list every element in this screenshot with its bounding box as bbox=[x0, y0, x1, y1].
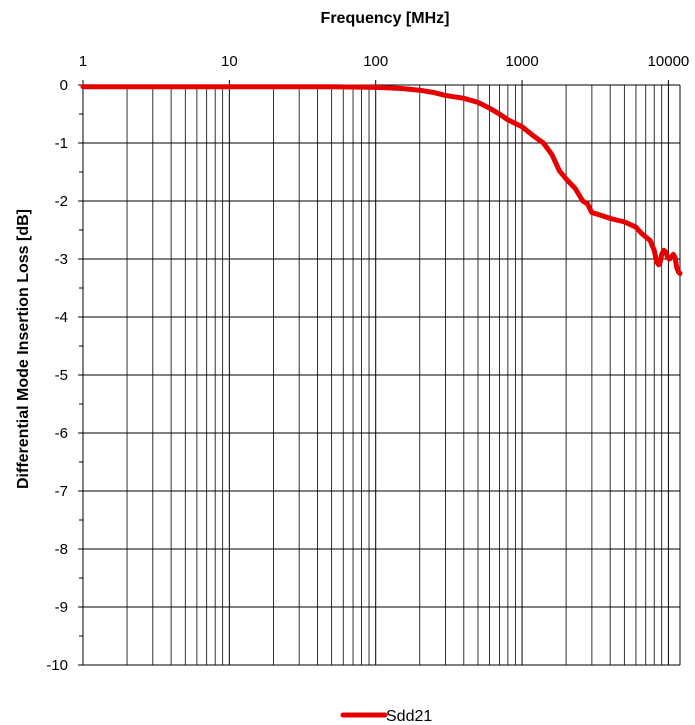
y-tick-label: -9 bbox=[55, 599, 68, 616]
series-line-sdd21 bbox=[80, 84, 683, 276]
series bbox=[80, 84, 683, 276]
tick-labels: 1 10 100 1000 10000 0 -1 -2 -3 -4 -5 -6 -7 -8 -9 -10 bbox=[46, 53, 689, 674]
y-tick-label: -10 bbox=[46, 657, 68, 674]
y-tick-label: 0 bbox=[60, 77, 68, 94]
y-tick-label: -2 bbox=[55, 193, 68, 210]
y-tick-label: -3 bbox=[55, 251, 68, 268]
x-tick-label: 10000 bbox=[648, 53, 690, 70]
y-tick-label: -4 bbox=[55, 309, 68, 326]
x-axis-title: Frequency [MHz] bbox=[321, 10, 450, 27]
legend-label-sdd21: Sdd21 bbox=[386, 708, 432, 725]
y-axis-title: Differential Mode Insertion Loss [dB] bbox=[15, 209, 32, 489]
y-tick-label: -6 bbox=[55, 425, 68, 442]
y-tick-label: -1 bbox=[55, 135, 68, 152]
x-tick-label: 1 bbox=[79, 53, 87, 70]
y-tick-label: -5 bbox=[55, 367, 68, 384]
x-tick-label: 1000 bbox=[505, 53, 538, 70]
legend: Sdd21 bbox=[340, 708, 432, 725]
y-tick-label: -8 bbox=[55, 541, 68, 558]
y-tick-label: -7 bbox=[55, 483, 68, 500]
x-tick-label: 10 bbox=[221, 53, 238, 70]
grid bbox=[78, 80, 681, 666]
x-tick-label: 100 bbox=[363, 53, 388, 70]
